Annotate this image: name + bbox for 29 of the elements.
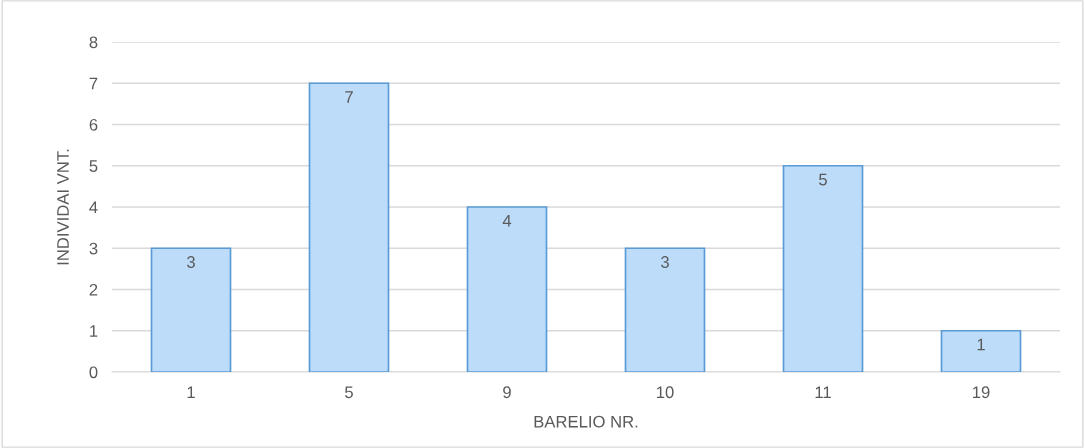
bar [940,329,1022,372]
data-label: 5 [819,173,827,186]
bar [782,164,864,372]
x-tick-label: 10 [657,386,674,399]
x-tick-label: 19 [973,386,990,399]
y-tick-label: 0 [89,366,98,379]
y-tick-label: 3 [89,242,98,255]
y-tick-label: 4 [89,201,98,214]
x-tick-label: 1 [187,386,195,398]
y-tick-label: 6 [89,118,98,131]
x-tick-label: 5 [345,386,353,399]
bar [466,206,548,372]
x-tick-label: 11 [815,386,831,398]
bar [150,247,232,372]
x-axis-title: BARELIO NR. [534,415,638,428]
data-label: 3 [187,256,195,268]
bar [308,82,390,372]
y-tick-label: 1 [90,325,98,337]
y-tick-label: 5 [89,160,98,172]
y-axis-title: INDIVIDAI VNT. [57,149,69,265]
y-tick-label: 2 [89,283,98,296]
data-label: 4 [502,215,512,227]
y-tick-label: 8 [89,36,98,49]
data-label: 7 [345,91,353,103]
x-tick-label: 9 [503,386,511,399]
y-tick-label: 7 [89,77,98,90]
data-label: 3 [661,256,669,268]
bar [624,247,706,372]
data-label: 1 [977,338,985,351]
